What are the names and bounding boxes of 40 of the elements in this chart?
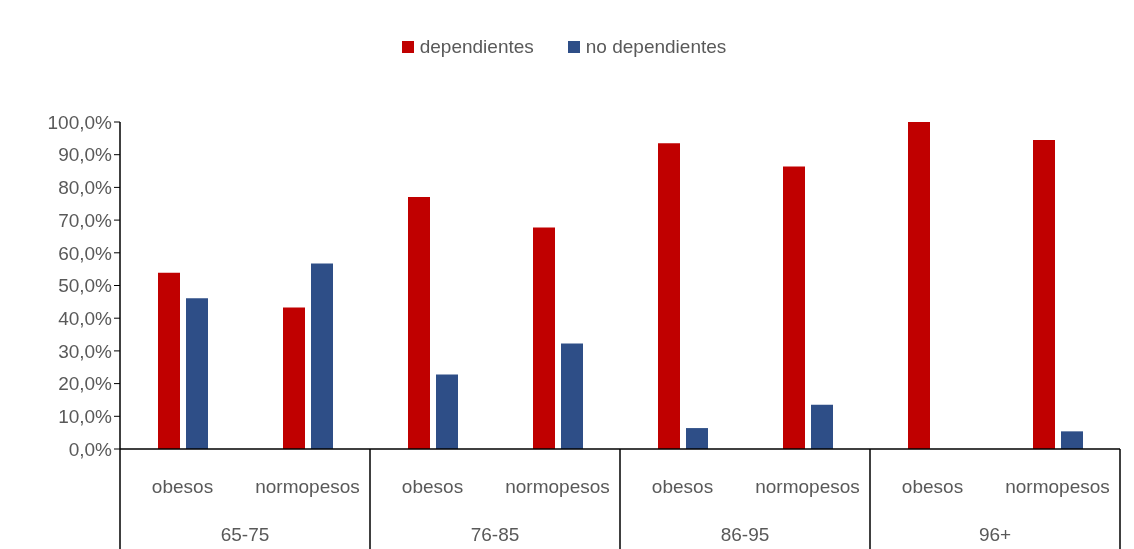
x-tick-label: obesos <box>651 476 714 497</box>
bar <box>1061 431 1083 449</box>
bar <box>533 227 555 449</box>
y-tick-label: 70,0% <box>58 209 113 231</box>
x-tick-label: normopesos <box>1005 476 1110 497</box>
x-tick-label: normopesos <box>505 476 610 497</box>
y-tick-label: 100,0% <box>47 111 113 133</box>
bar <box>686 428 708 449</box>
legend-label: no dependientes <box>584 36 727 58</box>
text: 76-85 <box>470 524 520 545</box>
text: 96+ <box>978 524 1012 545</box>
y-tick-label: 60,0% <box>58 242 113 264</box>
bar <box>436 374 458 449</box>
y-tick-label: 0,0% <box>68 438 113 460</box>
y-tick-label: 40,0% <box>58 307 113 329</box>
y-tick-label: 50,0% <box>58 275 113 297</box>
bar <box>186 298 208 449</box>
text: 65-75 <box>220 524 270 545</box>
legend-label: dependientes <box>418 36 534 58</box>
x-tick-label: obesos <box>401 476 464 497</box>
y-tick-label: 30,0% <box>58 340 113 362</box>
x-tick-label: normopesos <box>255 476 360 497</box>
bar <box>283 307 305 449</box>
bar <box>311 263 333 449</box>
x-tick-label: normopesos <box>755 476 860 497</box>
bar <box>408 196 430 449</box>
bar <box>158 272 180 449</box>
x-tick-label: obesos <box>901 476 964 497</box>
bar <box>1033 139 1055 449</box>
bar <box>561 343 583 449</box>
y-tick-label: 80,0% <box>58 177 113 199</box>
y-tick-label: 10,0% <box>58 406 113 428</box>
y-tick-label: 20,0% <box>58 373 113 395</box>
text: 86-95 <box>720 524 770 545</box>
bar <box>908 122 930 449</box>
bar <box>658 143 680 449</box>
bar <box>811 404 833 449</box>
x-tick-label: obesos <box>151 476 214 497</box>
y-tick-label: 90,0% <box>58 144 113 166</box>
bar <box>783 166 805 449</box>
